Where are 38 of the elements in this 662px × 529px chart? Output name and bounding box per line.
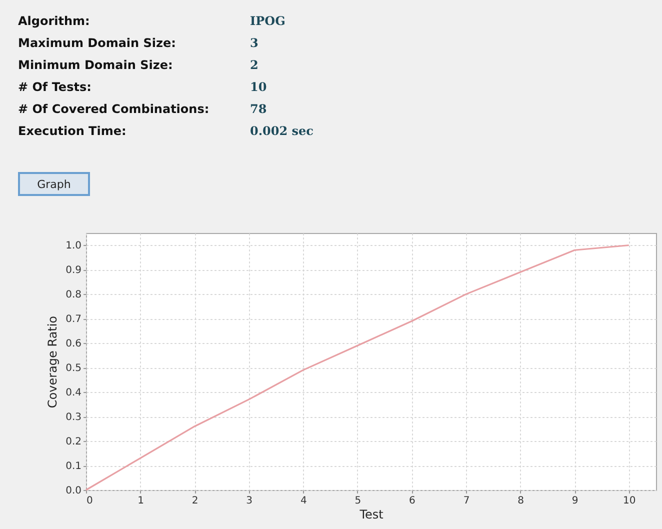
text: # Of Covered Combinations: (18, 102, 210, 116)
y-tick-label: 0.3 (66, 412, 82, 424)
line-series (85, 244, 630, 491)
y-tick-label: 0.9 (66, 265, 82, 276)
text: Algorithm: (18, 14, 91, 28)
y-tick-label: 0.7 (66, 314, 82, 326)
text: 3 (250, 36, 258, 50)
x-tick-label: 0 (86, 496, 93, 506)
x-tick-label: 9 (572, 496, 578, 506)
text: Minimum Domain Size: (18, 58, 174, 72)
x-axis-title: Test (358, 508, 384, 522)
x-tick-label: 4 (300, 496, 307, 506)
y-tick-label: 1.0 (66, 240, 82, 252)
text: IPOG (250, 14, 286, 28)
text: Maximum Domain Size: (18, 36, 177, 50)
y-tick-label: 0.0 (66, 486, 82, 496)
graph-button[interactable]: Graph (18, 172, 90, 196)
y-tick-label: 0.4 (66, 388, 82, 399)
y-axis-title: Coverage Ratio (46, 316, 60, 408)
x-tick-label: 5 (354, 496, 362, 506)
x-tick-label: 1 (138, 496, 144, 506)
y-tick-label: 0.1 (66, 461, 82, 472)
text: 2 (250, 58, 258, 72)
text: 78 (250, 102, 267, 116)
text: 10 (250, 80, 267, 94)
y-tick-label: 0.2 (66, 436, 82, 448)
text: Execution Time: (18, 124, 128, 138)
x-tick-label: 6 (409, 496, 416, 506)
text: 0.002 sec (250, 124, 314, 138)
x-tick-label: 3 (246, 496, 253, 506)
y-tick-label: 0.6 (66, 338, 82, 350)
x-tick-label: 10 (622, 496, 636, 506)
text: # Of Tests: (18, 80, 92, 94)
x-tick-label: 2 (192, 496, 198, 506)
x-tick-label: 8 (518, 496, 524, 506)
x-tick-label: 7 (463, 496, 470, 506)
y-tick-label: 0.8 (66, 290, 82, 301)
y-tick-label: 0.5 (66, 363, 82, 374)
